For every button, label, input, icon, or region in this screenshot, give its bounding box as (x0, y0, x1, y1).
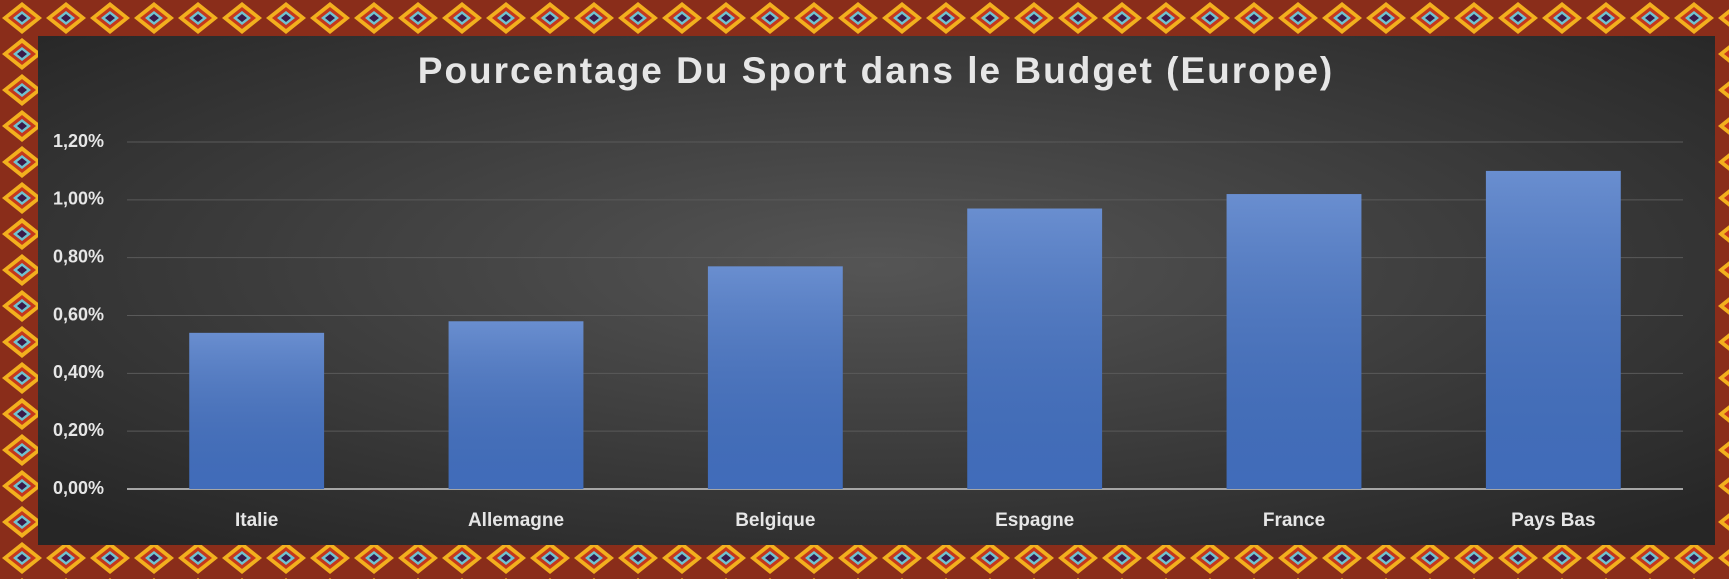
y-tick-label: 0,80% (53, 246, 104, 266)
x-tick-label: Pays Bas (1511, 510, 1596, 531)
bar-shade (1227, 194, 1362, 489)
bar-shade (708, 266, 843, 489)
page: {"chart_data": {"type": "bar", "title": … (0, 0, 1729, 579)
x-tick-label: Espagne (995, 510, 1074, 531)
y-tick-label: 1,20% (53, 131, 104, 151)
y-tick-label: 0,20% (53, 420, 104, 440)
chart-title: Pourcentage Du Sport dans le Budget (Eur… (418, 50, 1334, 91)
chart: Pourcentage Du Sport dans le Budget (Eur… (0, 0, 1729, 579)
bar-shade (449, 321, 584, 489)
y-tick-label: 0,00% (53, 478, 104, 498)
x-tick-label: Allemagne (468, 510, 564, 531)
x-tick-label: France (1263, 510, 1325, 531)
y-tick-label: 0,60% (53, 304, 104, 324)
y-tick-label: 0,40% (53, 362, 104, 382)
bar-shade (1486, 171, 1621, 489)
bar-shade (967, 209, 1102, 489)
bar-shade (189, 333, 324, 489)
x-tick-label: Belgique (735, 510, 815, 531)
x-tick-label: Italie (235, 510, 278, 531)
y-tick-label: 1,00% (53, 189, 104, 209)
